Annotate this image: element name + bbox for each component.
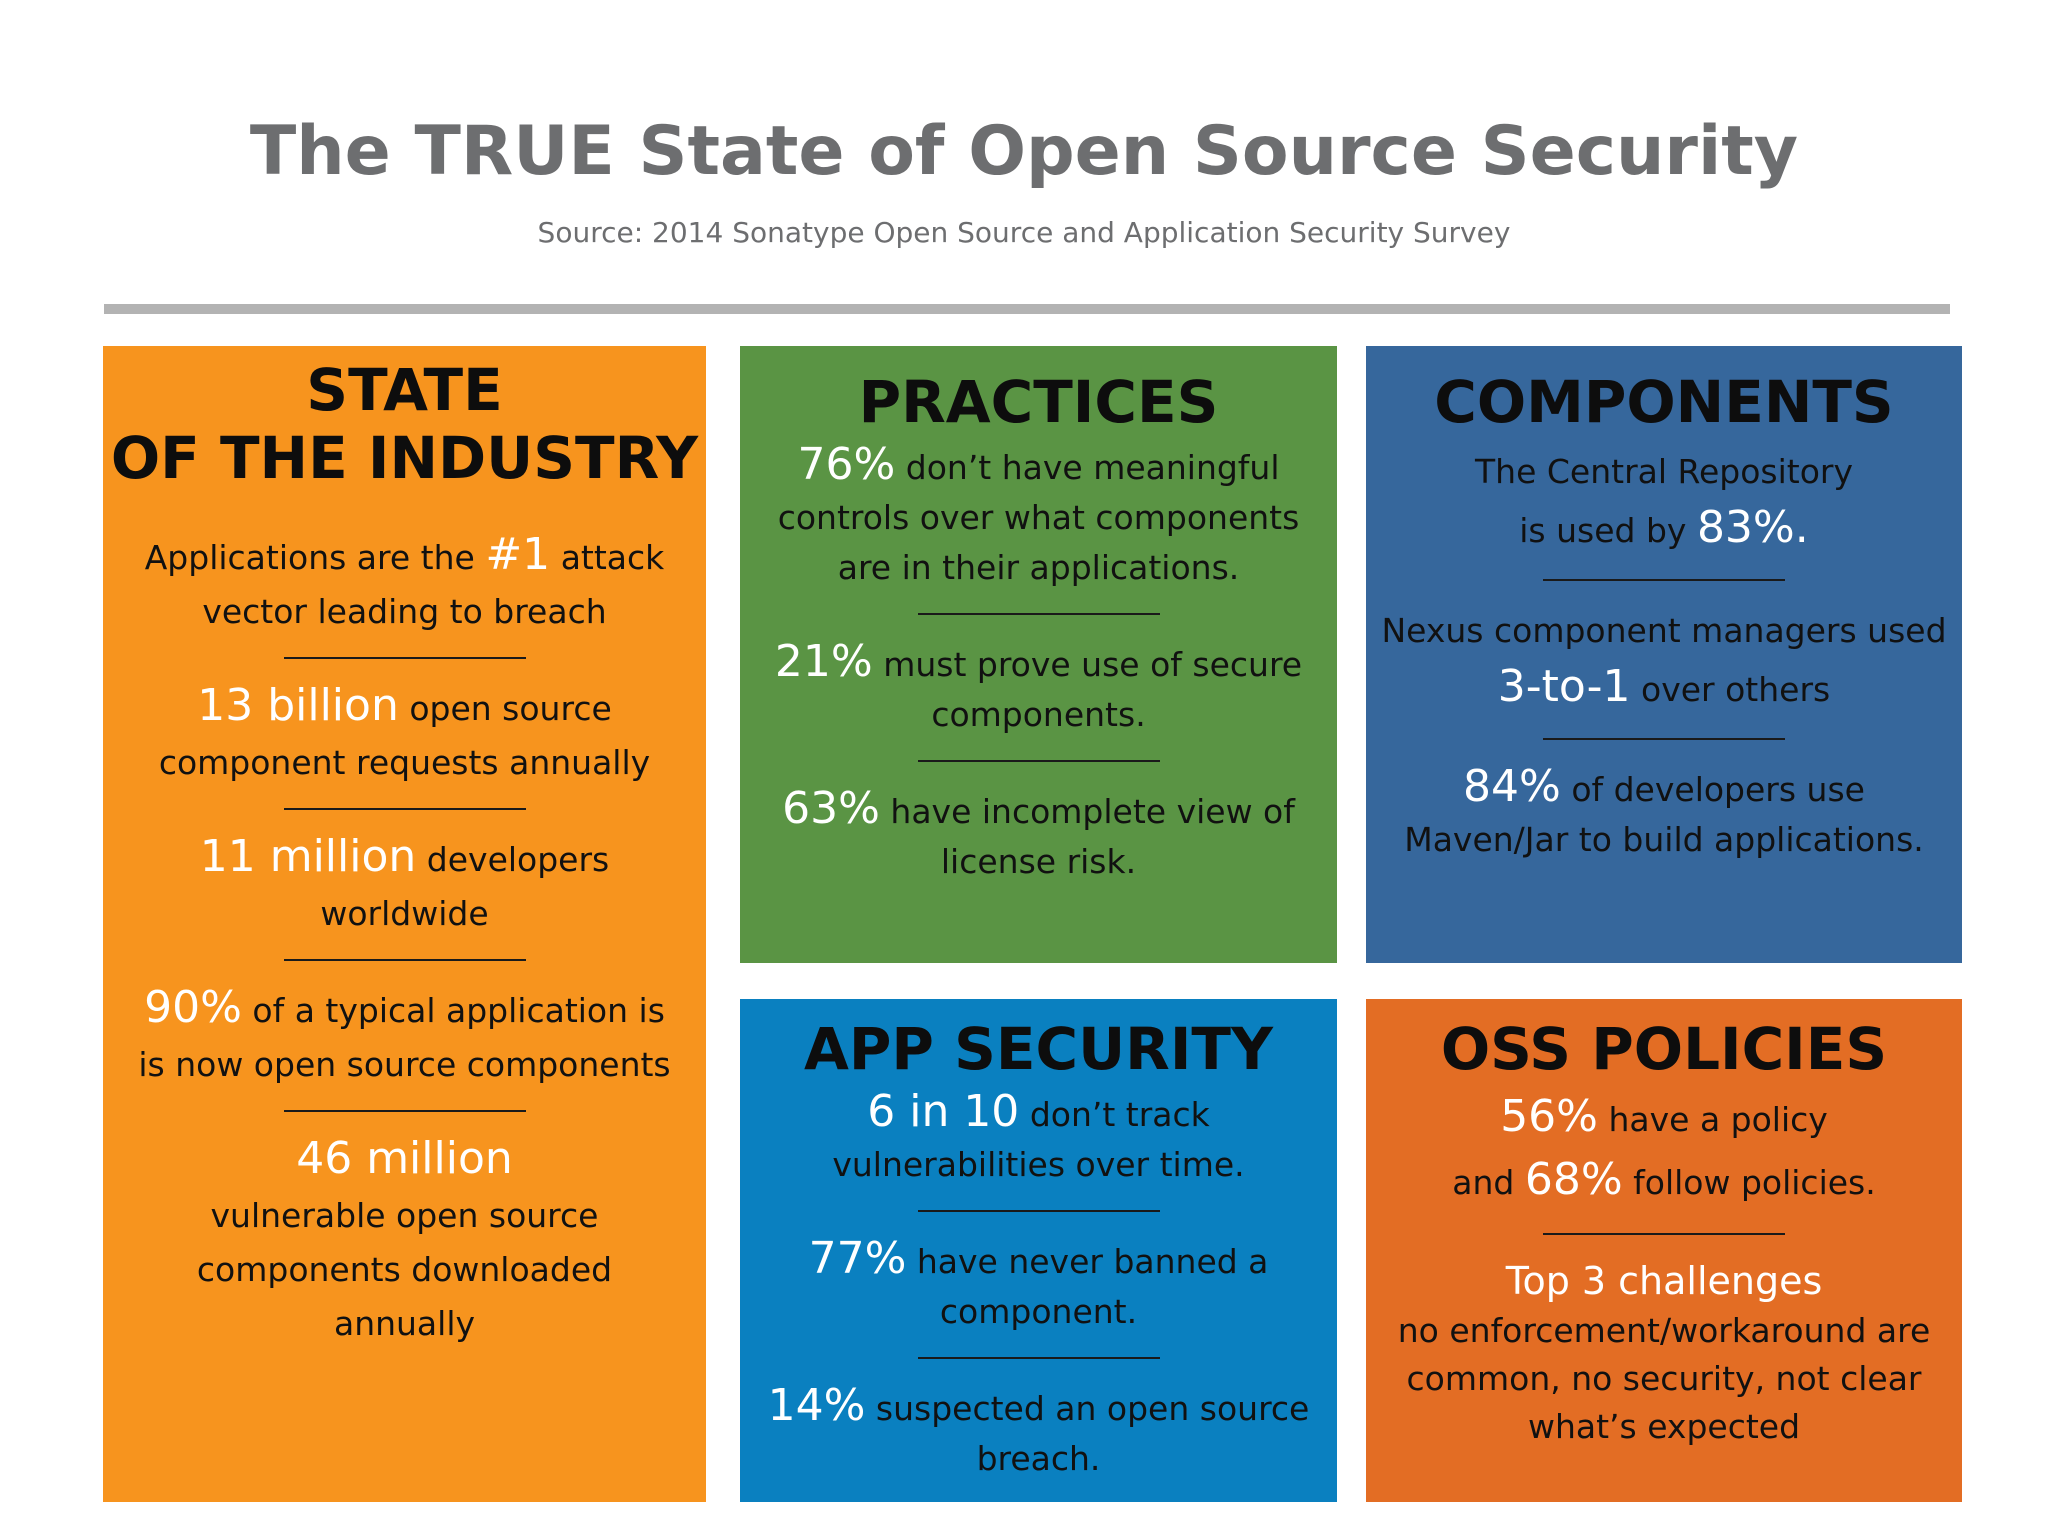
divider bbox=[917, 1210, 1160, 1212]
stat-text: over others bbox=[1641, 670, 1831, 709]
stat-license-risk: 63% have incomplete view of license risk… bbox=[740, 784, 1337, 887]
stat-text: follow policies. bbox=[1633, 1163, 1876, 1202]
stat-text: is used by bbox=[1519, 511, 1687, 550]
stat-suspected-breach: 14% suspected an open source breach. bbox=[740, 1381, 1337, 1484]
stat-text: must prove use of secure bbox=[883, 645, 1303, 684]
stat-text: Applications are the bbox=[144, 538, 475, 577]
stat-text: vector leading to breach bbox=[202, 592, 607, 631]
stat-policy-adoption: 56% have a policy and 68% follow policie… bbox=[1366, 1087, 1962, 1213]
stat-text: and bbox=[1452, 1163, 1515, 1202]
stat-text: no enforcement/workaround are bbox=[1397, 1311, 1931, 1350]
stat-text: have a policy bbox=[1608, 1100, 1828, 1139]
stat-open-source-share: 90% of a typical application is is now o… bbox=[103, 981, 706, 1092]
stat-maven-usage: 84% of developers use Maven/Jar to build… bbox=[1366, 762, 1962, 865]
panel-title: STATE OF THE INDUSTRY bbox=[103, 356, 706, 492]
stat-highlight: 56% bbox=[1500, 1091, 1598, 1142]
stat-text: don’t track bbox=[1029, 1095, 1210, 1134]
stat-text: license risk. bbox=[940, 842, 1137, 881]
stat-highlight: 84% bbox=[1463, 761, 1561, 812]
stat-text: Maven/Jar to build applications. bbox=[1404, 820, 1924, 859]
divider bbox=[917, 1357, 1160, 1359]
stat-highlight: 83%. bbox=[1696, 502, 1809, 553]
stat-text: have incomplete view of bbox=[890, 792, 1295, 831]
divider bbox=[283, 1110, 526, 1112]
panel-oss-policies: OSS POLICIES 56% have a policy and 68% f… bbox=[1366, 999, 1962, 1502]
stat-meaningful-controls: 76% don’t have meaningful controls over … bbox=[740, 440, 1337, 593]
stat-text: of a typical application is bbox=[252, 991, 665, 1030]
divider bbox=[283, 808, 526, 810]
panel-title: PRACTICES bbox=[858, 368, 1219, 436]
stat-highlight: 63% bbox=[782, 783, 880, 834]
divider bbox=[917, 613, 1160, 615]
divider bbox=[283, 959, 526, 961]
divider bbox=[917, 760, 1160, 762]
stat-highlight: 14% bbox=[767, 1380, 866, 1431]
stat-highlight: 13 billion bbox=[197, 680, 399, 731]
stat-text: open source bbox=[409, 689, 612, 728]
panel-app-security: APP SECURITY 6 in 10 don’t track vulnera… bbox=[740, 999, 1337, 1502]
stat-text: component requests annually bbox=[158, 743, 651, 782]
stat-text: have never banned a bbox=[916, 1242, 1269, 1281]
stat-highlight: 90% bbox=[144, 982, 242, 1033]
panel-components: COMPONENTS The Central Repository is use… bbox=[1366, 346, 1962, 963]
divider bbox=[1543, 738, 1785, 740]
stat-text: developers bbox=[426, 840, 610, 879]
panel-state-of-industry: STATE OF THE INDUSTRY Applications are t… bbox=[103, 346, 706, 1502]
stat-text: controls over what components bbox=[777, 498, 1300, 537]
stat-highlight: 46 million bbox=[296, 1133, 513, 1184]
stat-banned-component: 77% have never banned a component. bbox=[740, 1234, 1337, 1337]
stat-text: common, no security, not clear bbox=[1406, 1359, 1922, 1398]
stat-text: vulnerabilities over time. bbox=[832, 1145, 1245, 1184]
stat-highlight: Top 3 challenges bbox=[1505, 1259, 1823, 1303]
panel-title: APP SECURITY bbox=[804, 1015, 1273, 1083]
stat-text: what’s expected bbox=[1527, 1407, 1801, 1446]
stat-component-requests: 13 billion open source component request… bbox=[103, 679, 706, 790]
stat-highlight: 21% bbox=[774, 636, 873, 687]
stat-text: components. bbox=[931, 695, 1146, 734]
stat-text: breach. bbox=[976, 1439, 1101, 1478]
divider bbox=[1543, 1233, 1785, 1235]
stat-text: worldwide bbox=[320, 894, 489, 933]
stat-text: don’t have meaningful bbox=[905, 448, 1280, 487]
stat-highlight: 11 million bbox=[199, 831, 417, 882]
stat-highlight: #1 bbox=[485, 529, 551, 580]
stat-text: vulnerable open source bbox=[210, 1196, 599, 1235]
stat-text: of developers use bbox=[1571, 770, 1865, 809]
stat-nexus-managers: Nexus component managers used 3-to-1 ove… bbox=[1366, 603, 1962, 718]
stat-text: attack bbox=[560, 538, 665, 577]
divider bbox=[283, 657, 526, 659]
stat-text: component. bbox=[939, 1292, 1138, 1331]
panel-title: COMPONENTS bbox=[1434, 368, 1894, 436]
stat-attack-vector: Applications are the #1 attack vector le… bbox=[103, 528, 706, 639]
stat-highlight: 76% bbox=[797, 439, 896, 490]
page-title: The TRUE State of Open Source Security bbox=[249, 112, 1799, 191]
stat-track-vulnerabilities: 6 in 10 don’t track vulnerabilities over… bbox=[740, 1087, 1337, 1190]
panel-title: OSS POLICIES bbox=[1440, 1015, 1888, 1083]
stat-central-repository: The Central Repository is used by 83%. bbox=[1366, 444, 1962, 559]
panel-practices: PRACTICES 76% don’t have meaningful cont… bbox=[740, 346, 1337, 963]
stat-prove-secure-use: 21% must prove use of secure components. bbox=[740, 637, 1337, 740]
stat-text: Nexus component managers used bbox=[1381, 611, 1947, 650]
stat-text: The Central Repository bbox=[1475, 452, 1853, 491]
stat-text: are in their applications. bbox=[837, 548, 1240, 587]
source-citation: Source: 2014 Sonatype Open Source and Ap… bbox=[537, 216, 1511, 249]
header-divider bbox=[104, 304, 1950, 314]
stat-highlight: 77% bbox=[808, 1233, 907, 1284]
panel-title-line1: STATE bbox=[306, 356, 503, 424]
stat-text: suspected an open source bbox=[875, 1389, 1310, 1428]
stat-text: annually bbox=[333, 1304, 476, 1343]
stat-highlight: 68% bbox=[1524, 1154, 1623, 1205]
stat-developers: 11 million developers worldwide bbox=[103, 830, 706, 941]
stat-text: components downloaded bbox=[196, 1250, 613, 1289]
stat-highlight: 6 in 10 bbox=[867, 1086, 1020, 1137]
panel-title-line2: OF THE INDUSTRY bbox=[110, 424, 699, 492]
stat-top-challenges: Top 3 challenges no enforcement/workarou… bbox=[1366, 1257, 1962, 1451]
divider bbox=[1543, 579, 1785, 581]
stat-highlight: 3-to-1 bbox=[1497, 661, 1631, 712]
stat-text: is now open source components bbox=[138, 1045, 671, 1084]
stat-vulnerable-downloads: 46 million vulnerable open source compon… bbox=[103, 1132, 706, 1351]
